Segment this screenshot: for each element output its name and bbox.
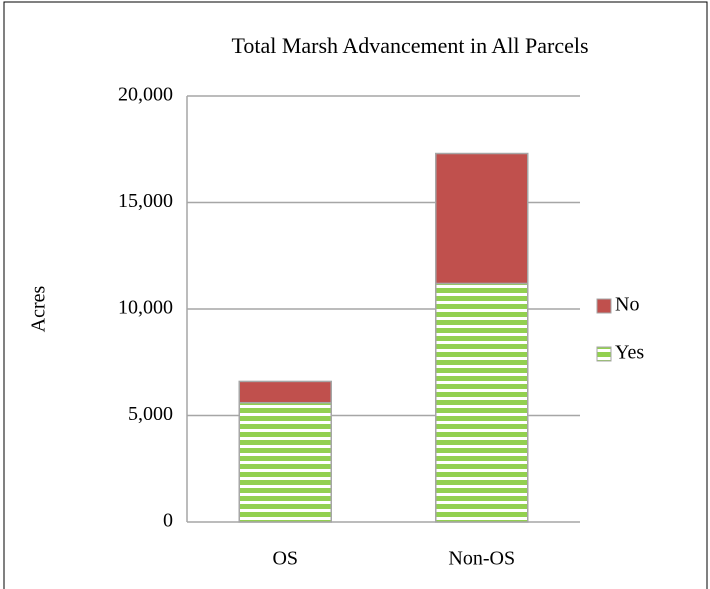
chart-title: Total Marsh Advancement in All Parcels [231, 33, 588, 58]
y-tick-label: 0 [163, 510, 173, 532]
chart-border [3, 1, 708, 589]
x-tick-label: OS [272, 548, 298, 570]
bar-segment [435, 152, 529, 285]
x-tick-label: Non-OS [448, 548, 515, 570]
y-axis-label: Acres [28, 285, 50, 332]
y-tick-label: 5,000 [128, 403, 173, 425]
legend-swatch [596, 346, 612, 362]
bar-segment [238, 380, 332, 404]
legend-label: No [615, 294, 639, 316]
legend-label: Yes [615, 342, 644, 364]
legend-swatch [596, 298, 612, 314]
y-tick-label: 15,000 [118, 190, 173, 212]
y-tick-label: 10,000 [118, 297, 173, 319]
bar-segment [435, 282, 529, 523]
y-tick-label: 20,000 [118, 84, 173, 106]
bar-segment [238, 401, 332, 523]
